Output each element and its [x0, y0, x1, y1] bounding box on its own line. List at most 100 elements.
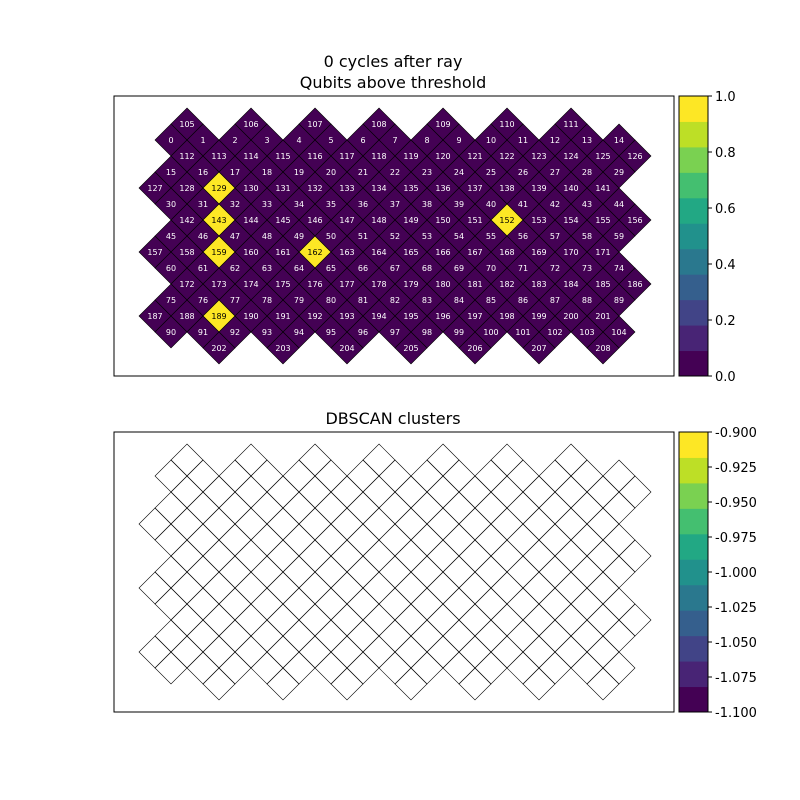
qubit-label-74: 74	[614, 264, 624, 273]
qubit-label-96: 96	[358, 328, 368, 337]
qubit-label-42: 42	[550, 200, 560, 209]
qubit-label-86: 86	[518, 296, 528, 305]
qubit-label-78: 78	[262, 296, 272, 305]
colorbar-frame	[678, 95, 709, 377]
cluster-cell-76	[186, 619, 220, 653]
cluster-cell-125	[586, 475, 620, 509]
qubit-label-100: 100	[483, 328, 498, 337]
cluster-cell-45	[154, 555, 188, 589]
cluster-cell-155	[586, 539, 620, 573]
qubit-label-19: 19	[294, 168, 304, 177]
colorbar-segment	[679, 432, 708, 458]
cluster-cell-167	[458, 571, 492, 605]
qubit-label-168: 168	[499, 248, 514, 257]
qubit-label-28: 28	[582, 168, 592, 177]
cluster-cell-198	[490, 635, 524, 669]
cluster-cell-133	[330, 507, 364, 541]
cluster-cell-30	[154, 523, 188, 557]
qubit-label-55: 55	[486, 232, 496, 241]
qubit-label-118: 118	[371, 152, 386, 161]
cluster-cell-92	[218, 651, 252, 685]
cluster-cell-60	[154, 587, 188, 621]
cluster-cell-56	[506, 555, 540, 589]
qubit-label-76: 76	[198, 296, 208, 305]
cluster-cell-173	[202, 603, 236, 637]
cluster-cell-110	[490, 443, 524, 477]
cluster-cell-127	[138, 507, 172, 541]
cluster-cell-53	[410, 555, 444, 589]
cluster-cell-197	[458, 635, 492, 669]
qubit-label-102: 102	[547, 328, 562, 337]
qubit-label-180: 180	[435, 280, 450, 289]
cluster-cell-63	[250, 587, 284, 621]
cluster-cell-10	[474, 459, 508, 493]
qubit-label-197: 197	[467, 312, 482, 321]
qubit-label-80: 80	[326, 296, 336, 305]
qubit-label-20: 20	[326, 168, 336, 177]
cluster-cell-86	[506, 619, 540, 653]
qubit-label-185: 185	[595, 280, 610, 289]
qubit-label-25: 25	[486, 168, 496, 177]
qubit-label-111: 111	[563, 120, 578, 129]
cluster-cell-15	[154, 491, 188, 525]
qubit-label-40: 40	[486, 200, 496, 209]
cluster-cell-77	[218, 619, 252, 653]
cluster-cell-128	[170, 507, 204, 541]
qubit-label-124: 124	[563, 152, 578, 161]
cluster-cell-118	[362, 475, 396, 509]
cluster-cell-126	[618, 475, 652, 509]
colorbar-segment	[679, 584, 708, 611]
cluster-cell-107	[298, 443, 332, 477]
qubit-label-35: 35	[326, 200, 336, 209]
qubit-label-156: 156	[627, 216, 642, 225]
cluster-cell-130	[234, 507, 268, 541]
colorbar-tick-label: -0.925	[715, 461, 757, 476]
qubit-label-31: 31	[198, 200, 208, 209]
cluster-cell-1	[186, 459, 220, 493]
cluster-cell-188	[170, 635, 204, 669]
cluster-cell-90	[154, 651, 188, 685]
cluster-cell-16	[186, 491, 220, 525]
cluster-cell-165	[394, 571, 428, 605]
qubit-label-182: 182	[499, 280, 514, 289]
colorbar-segment	[679, 533, 708, 560]
qubit-label-33: 33	[262, 200, 272, 209]
qubit-label-47: 47	[230, 232, 240, 241]
cluster-cell-42	[538, 523, 572, 557]
cluster-cell-190	[234, 635, 268, 669]
qubit-label-204: 204	[339, 344, 354, 353]
qubit-label-193: 193	[339, 312, 354, 321]
cluster-cell-58	[570, 555, 604, 589]
qubit-label-85: 85	[486, 296, 496, 305]
qubit-label-3: 3	[264, 136, 269, 145]
cluster-cell-106	[234, 443, 268, 477]
qubit-label-154: 154	[563, 216, 578, 225]
bottom-title: DBSCAN clusters	[325, 409, 460, 428]
cluster-cell-150	[426, 539, 460, 573]
qubit-label-150: 150	[435, 216, 450, 225]
cluster-cell-3	[250, 459, 284, 493]
cluster-cell-172	[170, 603, 204, 637]
qubit-label-195: 195	[403, 312, 418, 321]
qubit-label-133: 133	[339, 184, 354, 193]
colorbar-segment	[679, 610, 708, 637]
qubit-label-45: 45	[166, 232, 176, 241]
cluster-cell-206	[458, 667, 492, 701]
qubit-label-36: 36	[358, 200, 368, 209]
cluster-cell-48	[250, 555, 284, 589]
qubit-label-153: 153	[531, 216, 546, 225]
cluster-cell-115	[266, 475, 300, 509]
qubit-label-39: 39	[454, 200, 464, 209]
qubit-label-142: 142	[179, 216, 194, 225]
colorbar-tick-label: -0.950	[715, 496, 757, 511]
qubit-label-51: 51	[358, 232, 368, 241]
cluster-cell-95	[314, 651, 348, 685]
qubit-label-72: 72	[550, 264, 560, 273]
qubit-label-107: 107	[307, 120, 322, 129]
cluster-cell-182	[490, 603, 524, 637]
cluster-cell-67	[378, 587, 412, 621]
cluster-cell-199	[522, 635, 556, 669]
cluster-cell-22	[378, 491, 412, 525]
cluster-cell-88	[570, 619, 604, 653]
cluster-cell-116	[298, 475, 332, 509]
